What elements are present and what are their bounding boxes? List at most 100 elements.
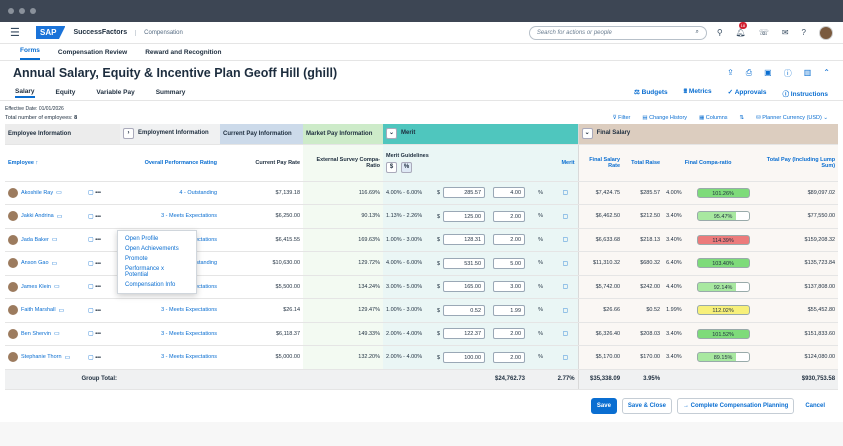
menu-icon[interactable]: ☰ bbox=[10, 27, 20, 39]
merit-amount-input[interactable]: 122.37 bbox=[443, 328, 486, 340]
tab-compensation-review[interactable]: Compensation Review bbox=[57, 49, 128, 56]
window-close-dot[interactable] bbox=[8, 8, 14, 14]
header-compa[interactable]: External Survey Compa-Ratio bbox=[303, 144, 384, 182]
employee-avatar[interactable] bbox=[8, 281, 18, 292]
id-card-icon[interactable]: ▭ bbox=[56, 213, 63, 220]
tab-equity[interactable]: Equity bbox=[55, 89, 76, 96]
header-current-pay[interactable]: Current Pay Rate bbox=[220, 144, 304, 182]
window-minimize-dot[interactable] bbox=[19, 8, 25, 14]
merit-percent-input[interactable]: 2.00 bbox=[493, 351, 526, 363]
cancel-button[interactable]: Cancel bbox=[805, 403, 825, 409]
save-close-button[interactable]: Save & Close bbox=[621, 398, 672, 414]
tab-forms[interactable]: Forms bbox=[20, 47, 40, 60]
tab-variable-pay[interactable]: Variable Pay bbox=[96, 89, 135, 96]
employee-name[interactable]: Jada Baker bbox=[21, 236, 49, 243]
currency-toggle[interactable]: $ bbox=[386, 161, 398, 173]
id-card-icon[interactable]: ▭ bbox=[53, 331, 60, 338]
more-icon[interactable]: ••• bbox=[95, 237, 101, 244]
tab-summary[interactable]: Summary bbox=[155, 89, 186, 96]
window-maximize-dot[interactable] bbox=[30, 8, 36, 14]
comment-icon[interactable]: ▢ bbox=[88, 307, 94, 314]
menu-open-profile[interactable]: Open Profile bbox=[125, 236, 159, 242]
header-final-compa[interactable]: Final Compa-ratio bbox=[663, 144, 754, 182]
merit-amount-input[interactable]: 285.57 bbox=[443, 187, 486, 199]
search-icon[interactable]: ⌕ bbox=[695, 29, 699, 35]
employee-avatar[interactable] bbox=[8, 187, 18, 198]
employee-name[interactable]: Anson Gao bbox=[21, 260, 49, 267]
merit-percent-input[interactable]: 3.00 bbox=[493, 281, 526, 293]
comment-icon[interactable]: ▢ bbox=[88, 354, 94, 361]
user-avatar[interactable] bbox=[819, 25, 833, 40]
more-icon[interactable]: ••• bbox=[95, 213, 101, 220]
columns-button[interactable]: ▦ Columns bbox=[699, 115, 728, 121]
id-card-icon[interactable]: ▭ bbox=[56, 190, 62, 197]
metrics-button[interactable]: ⩩ Metrics bbox=[683, 87, 712, 95]
chat-icon[interactable]: ☏ bbox=[758, 28, 769, 37]
merit-amount-input[interactable]: 531.50 bbox=[443, 257, 486, 269]
employee-avatar[interactable] bbox=[8, 305, 18, 316]
employee-avatar[interactable] bbox=[8, 328, 18, 339]
merit-amount-input[interactable]: 100.00 bbox=[443, 351, 486, 363]
rating-cell[interactable]: 3 - Meets Expectations bbox=[120, 204, 221, 229]
rating-cell[interactable]: 3 - Meets Expectations bbox=[120, 345, 221, 370]
comment-icon[interactable]: ▢ bbox=[562, 237, 569, 244]
merit-amount-input[interactable]: 0.52 bbox=[443, 304, 486, 316]
sort-icon[interactable]: ⇅ bbox=[739, 115, 745, 121]
id-card-icon[interactable]: ▭ bbox=[64, 354, 71, 361]
rating-cell[interactable]: 4 - Outstanding bbox=[120, 181, 221, 205]
comment-icon[interactable]: ▢ bbox=[88, 331, 94, 338]
comment-icon[interactable]: ▢ bbox=[88, 284, 94, 291]
merit-percent-input[interactable]: 4.00 bbox=[493, 187, 526, 199]
more-icon[interactable]: ••• bbox=[95, 190, 101, 197]
approvals-button[interactable]: ✓ Approvals bbox=[727, 88, 767, 96]
header-merit[interactable]: Merit bbox=[433, 144, 579, 182]
merit-amount-input[interactable]: 128.31 bbox=[443, 234, 486, 246]
save-button[interactable]: Save bbox=[590, 398, 617, 414]
merit-percent-input[interactable]: 1.99 bbox=[493, 304, 526, 316]
comment-icon[interactable]: ▢ bbox=[562, 354, 569, 361]
employee-avatar[interactable] bbox=[8, 352, 18, 363]
menu-compensation-info[interactable]: Compensation Info bbox=[125, 282, 176, 288]
more-icon[interactable]: ••• bbox=[95, 307, 101, 314]
save-icon[interactable]: ▣ bbox=[764, 67, 772, 77]
instructions-button[interactable]: ⓘ Instructions bbox=[782, 90, 828, 98]
currency-select[interactable]: ⛁ Planner Currency (USD) ⌄ bbox=[756, 115, 828, 121]
comment-icon[interactable]: ▢ bbox=[562, 284, 569, 291]
menu-promote[interactable]: Promote bbox=[125, 256, 148, 262]
employee-name[interactable]: Ben Shervin bbox=[21, 330, 51, 337]
header-employee[interactable]: Employee ↑ bbox=[5, 144, 121, 182]
comment-icon[interactable]: ▢ bbox=[562, 307, 569, 314]
collapse-icon[interactable]: ⌃ bbox=[823, 67, 830, 77]
chart-icon[interactable]: ▥ bbox=[803, 67, 812, 77]
menu-open-achievements[interactable]: Open Achievements bbox=[125, 246, 179, 252]
employee-name[interactable]: Faith Marshall bbox=[21, 307, 56, 314]
menu-performance-potential[interactable]: Performance x Potential bbox=[125, 266, 165, 278]
export-icon[interactable]: ⇪ bbox=[727, 67, 734, 77]
notifications-icon[interactable]: 🔔︎ 18 bbox=[735, 22, 748, 37]
comment-icon[interactable]: ▢ bbox=[88, 260, 94, 267]
employee-name[interactable]: Jakki Andrina bbox=[21, 213, 54, 220]
assistant-icon[interactable]: ⚲ bbox=[716, 28, 723, 37]
info-icon[interactable]: ⓘ bbox=[783, 68, 792, 78]
sap-logo[interactable]: SAP bbox=[36, 26, 66, 39]
help-icon[interactable]: ? bbox=[801, 28, 806, 37]
merit-amount-input[interactable]: 125.00 bbox=[443, 210, 486, 222]
header-total-raise[interactable]: Total Raise bbox=[623, 144, 664, 182]
tab-reward-recognition[interactable]: Reward and Recognition bbox=[145, 49, 222, 56]
id-card-icon[interactable]: ▭ bbox=[51, 237, 58, 244]
comment-icon[interactable]: ▢ bbox=[562, 331, 569, 338]
rating-cell[interactable]: 3 - Meets Expectations bbox=[120, 322, 221, 346]
merit-percent-input[interactable]: 5.00 bbox=[493, 257, 526, 269]
search-input[interactable]: Search for actions or people ⌕ bbox=[528, 25, 707, 40]
employee-name[interactable]: Stephanie Thorn bbox=[21, 354, 62, 361]
id-card-icon[interactable]: ▭ bbox=[53, 284, 60, 291]
print-icon[interactable]: ⎙ bbox=[745, 67, 753, 77]
more-icon[interactable]: ••• bbox=[95, 284, 101, 291]
filter-button[interactable]: ⊽ Filter bbox=[612, 115, 631, 121]
percent-toggle[interactable]: % bbox=[401, 161, 413, 173]
comment-icon[interactable]: ▢ bbox=[88, 213, 94, 220]
budgets-button[interactable]: ⚖ Budgets bbox=[633, 88, 668, 96]
tab-salary[interactable]: Salary bbox=[15, 88, 35, 98]
employee-name[interactable]: Akoshile Ray bbox=[21, 189, 54, 196]
employee-avatar[interactable] bbox=[8, 258, 18, 269]
